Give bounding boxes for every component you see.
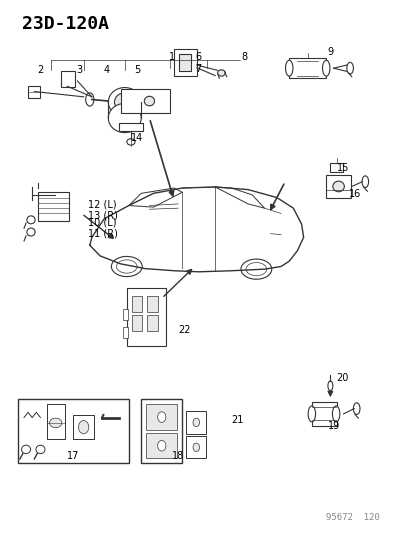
Text: 9: 9 — [327, 47, 332, 56]
Ellipse shape — [192, 418, 199, 426]
Ellipse shape — [353, 403, 359, 415]
Bar — [18, 399, 128, 463]
Text: 10 (L): 10 (L) — [88, 217, 116, 228]
Bar — [120, 89, 170, 113]
Bar — [132, 296, 142, 312]
Text: 3: 3 — [76, 66, 82, 75]
Bar — [146, 433, 176, 458]
Bar — [38, 192, 69, 221]
Text: 15: 15 — [336, 164, 348, 173]
Ellipse shape — [285, 60, 292, 76]
Ellipse shape — [27, 216, 35, 224]
Ellipse shape — [111, 256, 142, 277]
Ellipse shape — [157, 440, 166, 451]
Text: 1: 1 — [169, 52, 175, 62]
Ellipse shape — [114, 93, 135, 111]
Bar — [146, 405, 176, 430]
Bar — [141, 399, 182, 463]
Text: 18: 18 — [172, 451, 184, 462]
Ellipse shape — [240, 259, 271, 279]
Bar — [330, 163, 342, 172]
Ellipse shape — [36, 445, 45, 454]
Text: 16: 16 — [348, 189, 360, 199]
Bar — [61, 71, 75, 87]
Bar — [311, 402, 336, 425]
Bar — [28, 86, 40, 98]
Text: 7: 7 — [195, 64, 202, 74]
Ellipse shape — [307, 406, 315, 422]
Ellipse shape — [108, 103, 141, 133]
Ellipse shape — [78, 421, 88, 434]
Text: 13 (R): 13 (R) — [88, 210, 117, 220]
Ellipse shape — [245, 263, 266, 276]
Text: 20: 20 — [336, 373, 348, 383]
Bar — [132, 316, 142, 331]
Bar — [289, 58, 325, 78]
Bar — [123, 309, 128, 319]
Text: 8: 8 — [240, 52, 247, 62]
Ellipse shape — [157, 412, 166, 422]
Text: 2: 2 — [37, 66, 43, 75]
Bar — [47, 405, 65, 439]
Ellipse shape — [116, 260, 137, 273]
Text: 95672  120: 95672 120 — [325, 513, 379, 522]
Ellipse shape — [27, 228, 35, 236]
Bar — [174, 49, 196, 76]
Bar — [118, 123, 143, 131]
Ellipse shape — [126, 139, 135, 145]
Bar — [186, 436, 206, 458]
Ellipse shape — [192, 443, 199, 451]
Bar — [325, 175, 350, 198]
Ellipse shape — [346, 62, 353, 74]
Bar — [73, 415, 94, 439]
Ellipse shape — [85, 93, 94, 106]
Text: 12 (L): 12 (L) — [88, 199, 116, 209]
Bar — [123, 327, 128, 338]
Bar — [147, 316, 157, 331]
Text: 17: 17 — [67, 451, 79, 462]
Text: 14: 14 — [131, 133, 143, 143]
Text: 23D-120A: 23D-120A — [22, 14, 109, 33]
Bar — [186, 411, 206, 433]
Ellipse shape — [327, 381, 332, 391]
Text: 21: 21 — [231, 415, 243, 425]
Text: 22: 22 — [178, 325, 190, 335]
Ellipse shape — [332, 181, 344, 192]
Ellipse shape — [144, 96, 154, 106]
Text: 11 (R): 11 (R) — [88, 228, 117, 238]
Ellipse shape — [361, 176, 368, 188]
Ellipse shape — [322, 60, 329, 76]
Bar — [147, 296, 157, 312]
Ellipse shape — [217, 70, 225, 76]
Bar — [178, 54, 191, 71]
Text: 4: 4 — [103, 66, 109, 75]
Bar — [126, 288, 166, 346]
Ellipse shape — [332, 406, 339, 422]
Ellipse shape — [108, 87, 141, 117]
Text: 5: 5 — [134, 66, 140, 75]
Ellipse shape — [21, 445, 31, 454]
Text: 6: 6 — [195, 52, 202, 62]
Text: 19: 19 — [328, 421, 340, 431]
Ellipse shape — [50, 418, 62, 427]
